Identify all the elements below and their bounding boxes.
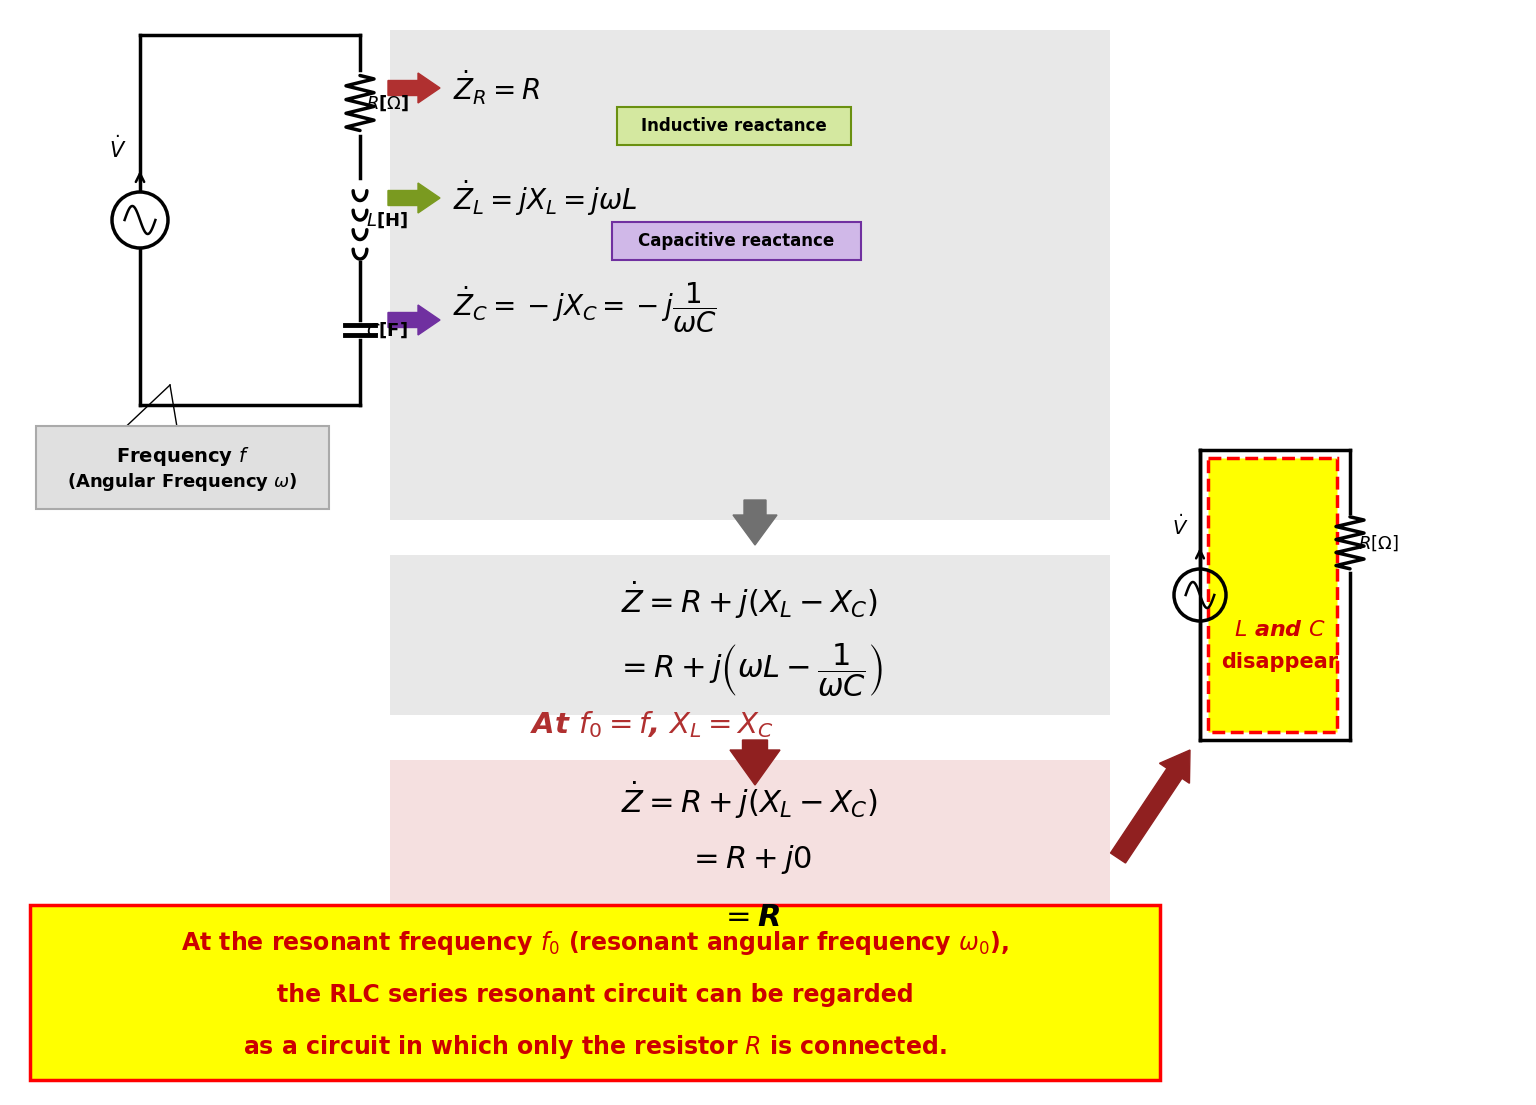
Text: as a circuit in which only the resistor $R$ is connected.: as a circuit in which only the resistor … <box>243 1033 946 1061</box>
Text: Frequency $f$: Frequency $f$ <box>115 444 249 467</box>
Text: $\dot{V}$: $\dot{V}$ <box>1172 515 1189 539</box>
FancyBboxPatch shape <box>31 905 1160 1080</box>
Text: $= R + j0$: $= R + j0$ <box>688 843 813 876</box>
Text: $\dot{Z} = R + j(X_L - X_C)$: $\dot{Z} = R + j(X_L - X_C)$ <box>622 779 879 821</box>
Text: $\dot{Z}_R = R$: $\dot{Z}_R = R$ <box>453 69 541 107</box>
FancyBboxPatch shape <box>390 555 1111 715</box>
FancyBboxPatch shape <box>35 427 329 509</box>
Text: $\dot{Z}_L = jX_L = j\omega L$: $\dot{Z}_L = jX_L = j\omega L$ <box>453 178 637 218</box>
Text: $R\mathbf{[}\Omega\mathbf{]}$: $R\mathbf{[}\Omega\mathbf{]}$ <box>366 93 409 113</box>
Text: $C\mathbf{[F]}$: $C\mathbf{[F]}$ <box>366 320 407 339</box>
Polygon shape <box>1111 750 1190 863</box>
Text: $R[\Omega]$: $R[\Omega]$ <box>1358 533 1399 552</box>
Text: Capacitive reactance: Capacitive reactance <box>639 232 834 250</box>
Text: $= R + j\left(\omega L - \dfrac{1}{\omega C}\right)$: $= R + j\left(\omega L - \dfrac{1}{\omeg… <box>616 641 883 698</box>
FancyBboxPatch shape <box>390 760 1111 955</box>
Text: $L$ and $C$: $L$ and $C$ <box>1233 620 1326 640</box>
Text: At $f_0 = f$, $X_L = X_C$: At $f_0 = f$, $X_L = X_C$ <box>530 709 774 740</box>
Text: $\dot{V}$: $\dot{V}$ <box>109 135 127 162</box>
Polygon shape <box>730 740 780 785</box>
Text: the RLC series resonant circuit can be regarded: the RLC series resonant circuit can be r… <box>276 983 914 1007</box>
Text: At the resonant frequency $f_0$ (resonant angular frequency $\omega_0$),: At the resonant frequency $f_0$ (resonan… <box>181 929 1009 957</box>
Text: $L\mathbf{[H]}$: $L\mathbf{[H]}$ <box>366 210 409 230</box>
Polygon shape <box>389 73 439 103</box>
FancyBboxPatch shape <box>611 222 862 260</box>
FancyBboxPatch shape <box>390 30 1111 520</box>
FancyBboxPatch shape <box>617 107 851 145</box>
Text: $\dot{Z} = R + j(X_L - X_C)$: $\dot{Z} = R + j(X_L - X_C)$ <box>622 579 879 621</box>
Polygon shape <box>389 183 439 213</box>
Polygon shape <box>389 305 439 335</box>
Text: disappear: disappear <box>1221 652 1338 672</box>
Text: $\dot{Z}_C = -jX_C = -j\dfrac{1}{\omega C}$: $\dot{Z}_C = -jX_C = -j\dfrac{1}{\omega … <box>453 281 717 335</box>
Text: Inductive reactance: Inductive reactance <box>641 117 826 135</box>
Text: $= \boldsymbol{R}$: $= \boldsymbol{R}$ <box>720 904 780 933</box>
Polygon shape <box>733 499 777 545</box>
FancyBboxPatch shape <box>1207 457 1336 732</box>
Text: (Angular Frequency $\omega$): (Angular Frequency $\omega$) <box>68 471 298 493</box>
